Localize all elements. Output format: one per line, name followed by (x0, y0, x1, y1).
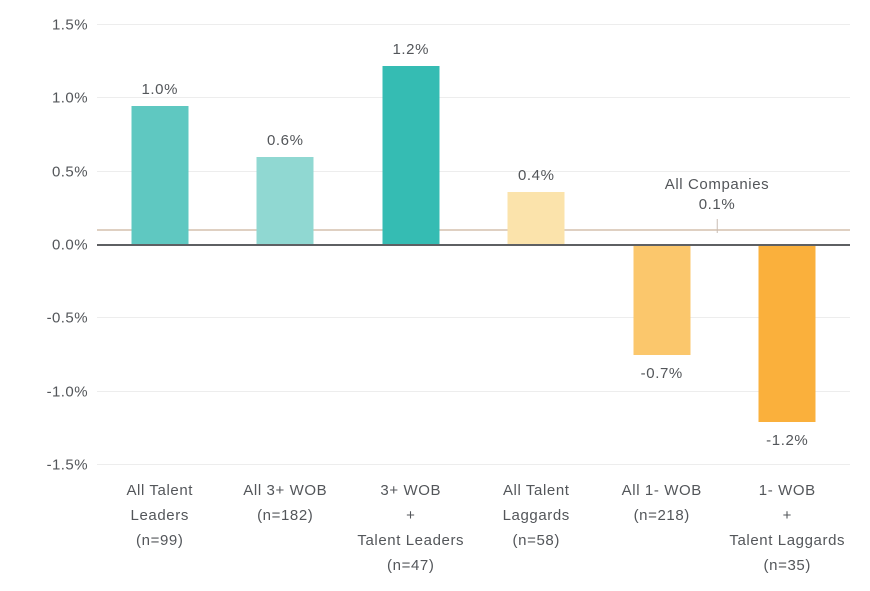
gridline (97, 97, 850, 99)
y-axis-tick-label: -1.5% (46, 456, 88, 474)
bar-value-label: 0.6% (266, 132, 304, 149)
reference-annotation-connector (716, 219, 718, 233)
bar-column: -0.7% (599, 25, 725, 465)
y-axis-tick-label: -1.0% (46, 383, 88, 401)
reference-annotation-value: 0.1% (698, 196, 736, 213)
bar-columns: 1.0% 0.6% 1.2% 0.4% -0.7% -1.2% (97, 25, 850, 465)
gridline (97, 390, 850, 392)
bar (758, 245, 816, 423)
x-axis-category-label: All 3+ WOB (n=182) (243, 482, 328, 524)
bar-column: 0.6% (223, 25, 349, 465)
bar (256, 157, 314, 245)
bar-value-label: 1.2% (392, 41, 430, 59)
y-axis-tick-label: 1.0% (52, 89, 88, 107)
bar-value-label: 0.4% (517, 167, 555, 185)
bar (633, 245, 691, 355)
x-axis-category-label: All Talent Leaders (n=99) (126, 482, 194, 549)
y-axis-tick-label: -0.5% (46, 309, 88, 327)
x-axis-labels: All Talent Leaders (n=99) All 3+ WOB (n=182)… (97, 478, 850, 578)
y-axis-tick-label: 0.0% (52, 236, 88, 254)
bar-column: 1.0% (97, 25, 223, 465)
x-axis-category-label: All Talent Laggards (n=58) (502, 482, 570, 549)
reference-annotation-title: All Companies (664, 176, 770, 193)
y-axis-tick-label: 0.5% (52, 163, 88, 181)
bar-column: -1.2% (725, 25, 851, 465)
bar-value-label: -0.7% (640, 365, 683, 382)
reference-annotation: All Companies 0.1% (665, 175, 770, 233)
x-axis-category-label: 1- WOB + Talent Laggards (n=35) (729, 482, 846, 574)
bar (131, 105, 189, 245)
bar-value-label: 1.0% (141, 80, 179, 98)
x-axis-category-label: All 1- WOB (n=218) (621, 482, 702, 524)
gridline (97, 317, 850, 319)
bar-value-label: -1.2% (766, 432, 809, 450)
zero-axis-line (97, 244, 850, 246)
bar-column: 1.2% (348, 25, 474, 465)
all-companies-reference-line (97, 229, 850, 232)
gridline (97, 170, 850, 172)
x-axis-category-label: 3+ WOB + Talent Leaders (n=47) (357, 482, 465, 574)
gridline (97, 24, 850, 25)
bar (382, 66, 440, 245)
plot-area: All Companies 0.1% 1.0% 0.6% 1.2% 0.4% -0.7%… (97, 24, 850, 465)
bar-column: 0.4% (474, 25, 600, 465)
y-axis-tick-label: 1.5% (52, 16, 88, 34)
gridline (97, 464, 850, 465)
bar (507, 192, 565, 245)
